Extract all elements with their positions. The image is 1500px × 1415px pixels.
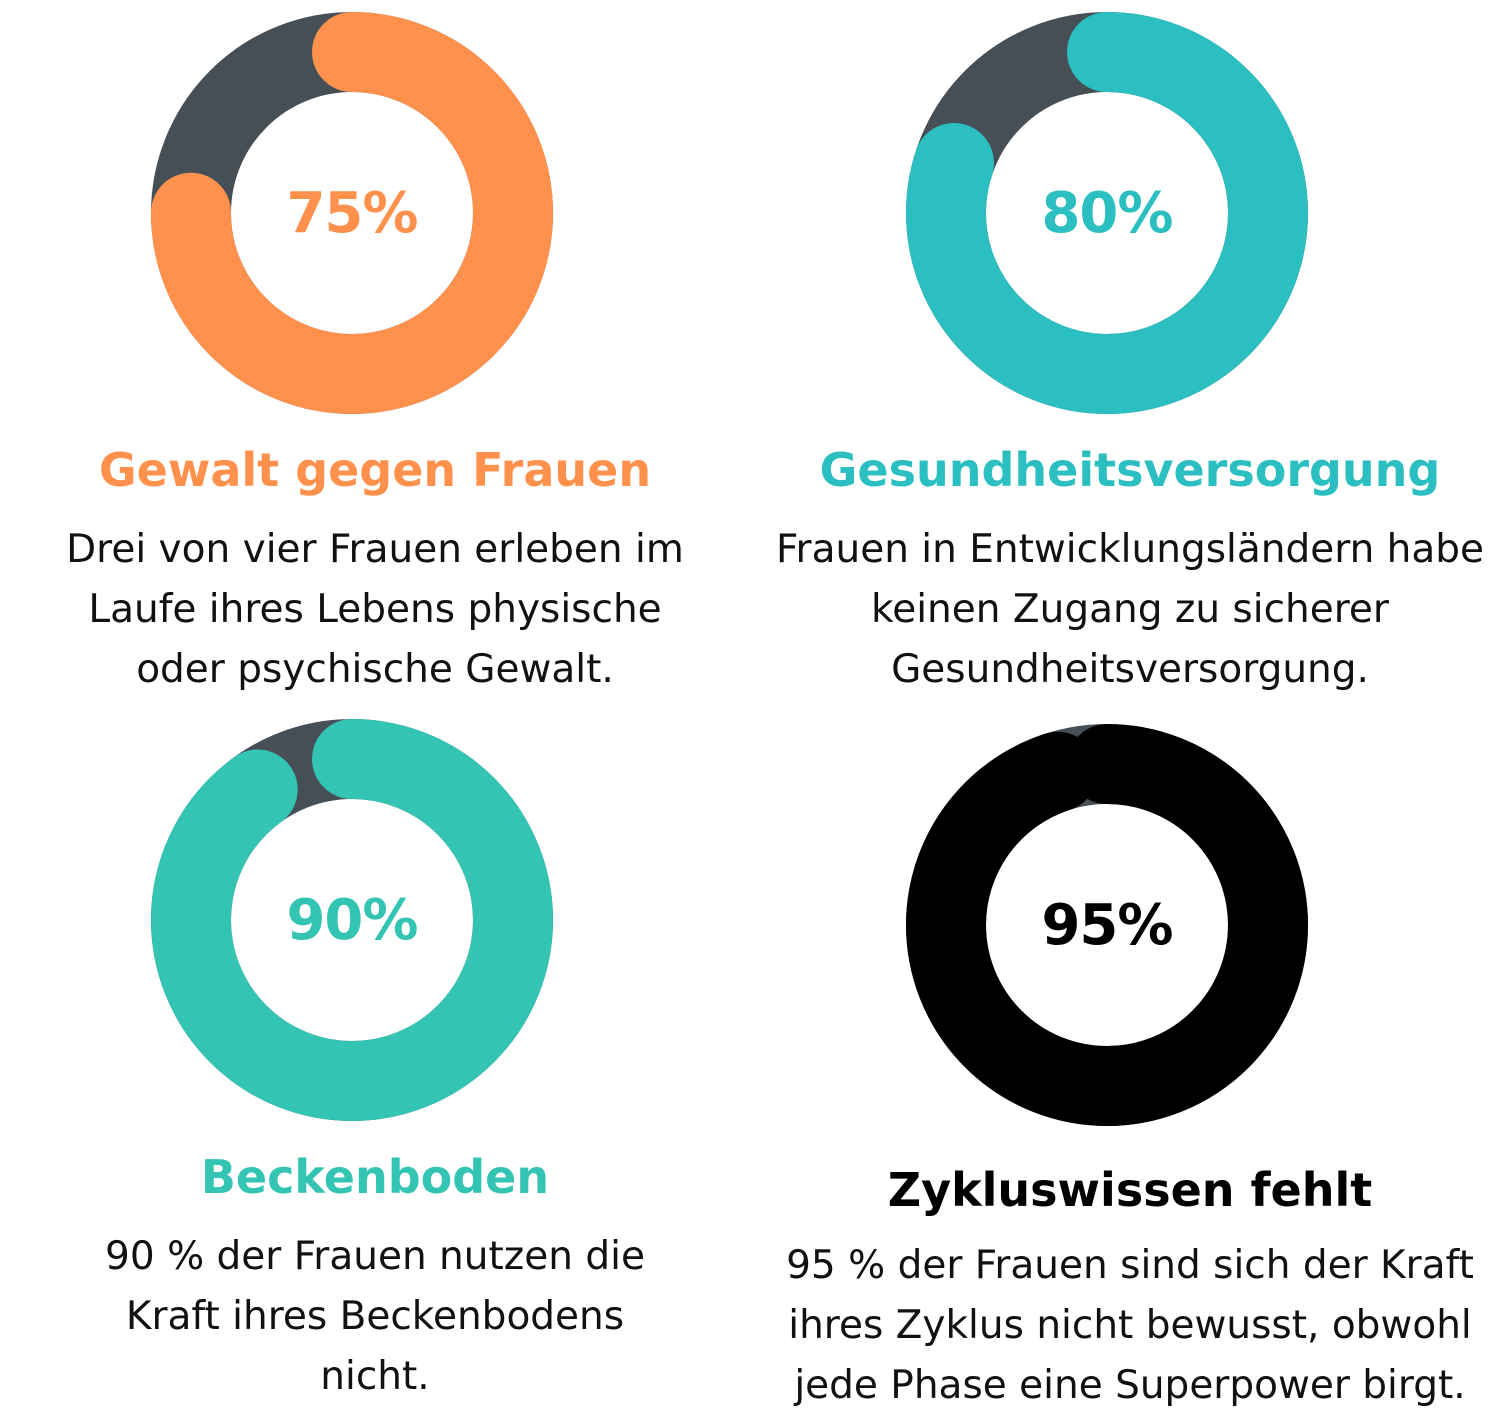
stat-title: Zykluswissen fehlt: [887, 1163, 1373, 1217]
donut-chart: 75%: [142, 3, 562, 423]
description-line: 90 % der Frauen nutzen die: [105, 1234, 645, 1279]
description-line: 95 % der Frauen sind sich der Kraft: [786, 1243, 1474, 1288]
description-line: Kraft ihres Beckenbodens: [125, 1294, 625, 1339]
stat-title: Gesundheitsversorgung: [819, 443, 1441, 497]
donut-value-arc: [151, 719, 553, 1121]
percent-label: 75%: [286, 180, 418, 246]
description-line: nicht.: [320, 1354, 430, 1399]
percent-label: 95%: [1041, 892, 1173, 958]
stat-description: Drei von vier Frauen erleben im Laufe ihr…: [0, 520, 750, 700]
donut-value-arc: [906, 12, 1308, 414]
description-line: Gesundheitsversorgung.: [891, 647, 1369, 692]
description-line: Drei von vier Frauen erleben im: [66, 527, 684, 572]
description-line: Frauen in Entwicklungsländern habe: [775, 527, 1485, 572]
donut-value-arc: [906, 724, 1308, 1126]
description-line: jede Phase eine Superpower birgt.: [794, 1363, 1466, 1408]
donut-chart: 95%: [897, 715, 1317, 1135]
stat-description: Frauen in Entwicklungsländern habe keinen…: [755, 520, 1500, 700]
donut-chart: 90%: [142, 710, 562, 1130]
donut-value-arc: [151, 12, 553, 414]
donut-chart: 80%: [897, 3, 1317, 423]
description-line: oder psychische Gewalt.: [136, 647, 614, 692]
percent-label: 80%: [1041, 180, 1173, 246]
stat-title: Gewalt gegen Frauen: [98, 443, 652, 497]
description-line: keinen Zugang zu sicherer: [871, 587, 1389, 632]
description-line: Laufe ihres Lebens physische: [88, 587, 662, 632]
stat-title: Beckenboden: [200, 1150, 550, 1204]
description-line: ihres Zyklus nicht bewusst, obwohl: [788, 1303, 1472, 1348]
stat-description: 95 % der Frauen sind sich der Kraft ihres…: [755, 1236, 1500, 1415]
percent-label: 90%: [286, 887, 418, 953]
stat-description: 90 % der Frauen nutzen die Kraft ihres Be…: [0, 1227, 750, 1407]
